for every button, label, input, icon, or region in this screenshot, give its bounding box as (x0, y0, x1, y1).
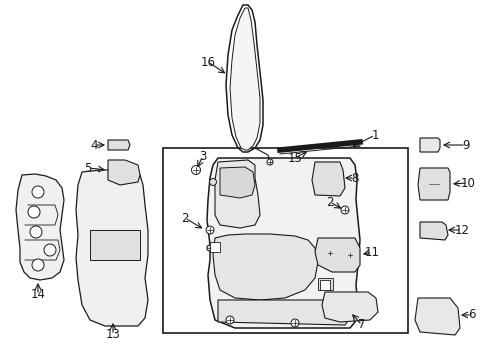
Bar (319, 280, 329, 290)
Circle shape (44, 244, 56, 256)
Bar (209, 242, 220, 252)
Circle shape (30, 226, 42, 238)
Circle shape (425, 176, 441, 192)
Text: 16: 16 (200, 55, 215, 68)
Circle shape (346, 252, 352, 258)
Circle shape (290, 319, 298, 327)
Circle shape (205, 226, 214, 234)
Circle shape (32, 186, 44, 198)
Polygon shape (76, 170, 148, 326)
Polygon shape (218, 300, 349, 325)
Polygon shape (314, 238, 359, 272)
Polygon shape (213, 234, 317, 300)
Text: 5: 5 (84, 162, 92, 175)
Text: 2: 2 (325, 195, 333, 208)
Circle shape (28, 206, 40, 218)
Circle shape (225, 316, 234, 324)
Polygon shape (215, 160, 260, 228)
Text: 8: 8 (350, 171, 358, 185)
Polygon shape (108, 140, 130, 150)
Text: 15: 15 (287, 152, 302, 165)
Bar (317, 278, 332, 290)
Polygon shape (229, 8, 260, 150)
Circle shape (266, 159, 272, 165)
Text: 13: 13 (105, 328, 120, 342)
Polygon shape (414, 298, 459, 335)
Polygon shape (108, 160, 140, 185)
Polygon shape (321, 292, 377, 322)
Polygon shape (220, 167, 254, 198)
Polygon shape (206, 158, 359, 328)
Circle shape (206, 245, 213, 251)
Text: 9: 9 (461, 139, 469, 152)
Text: 14: 14 (30, 288, 45, 302)
Text: 11: 11 (364, 246, 379, 258)
Bar (163, 148, 407, 333)
Text: 3: 3 (199, 149, 206, 162)
Polygon shape (16, 174, 64, 280)
Text: 10: 10 (460, 176, 474, 189)
Text: 7: 7 (358, 319, 365, 332)
Circle shape (32, 259, 44, 271)
Text: 4: 4 (90, 139, 98, 152)
Bar (90, 230, 140, 260)
Circle shape (206, 245, 213, 251)
Circle shape (209, 179, 216, 185)
Polygon shape (419, 222, 447, 240)
Circle shape (191, 166, 200, 175)
Polygon shape (419, 138, 439, 152)
Polygon shape (417, 168, 449, 200)
Text: 12: 12 (453, 224, 468, 237)
Circle shape (340, 206, 348, 214)
Circle shape (326, 249, 333, 256)
Text: 2: 2 (181, 212, 188, 225)
Polygon shape (311, 162, 345, 196)
Text: 6: 6 (468, 309, 475, 321)
Text: 1: 1 (370, 129, 378, 141)
